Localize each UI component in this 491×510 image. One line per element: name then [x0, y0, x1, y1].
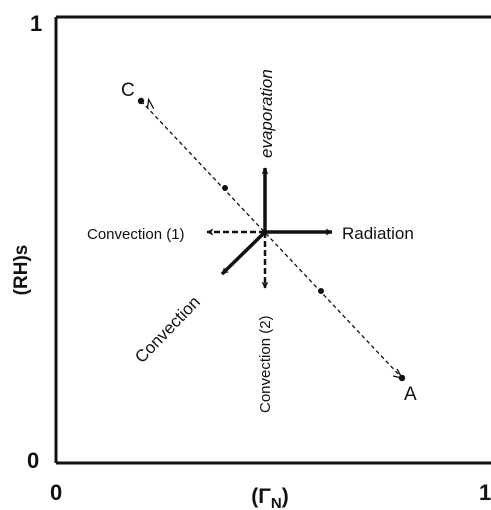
label-radiation: Radiation: [342, 224, 414, 243]
mid-dot-1: [222, 185, 228, 191]
point-c-dot: [137, 97, 145, 105]
point-a-label: A: [404, 384, 417, 405]
process-arrows: [206, 167, 333, 289]
x-axis-label-subscript: N: [271, 495, 282, 510]
label-convection-diagonal: Convection: [131, 292, 204, 366]
x-axis-label-close: ): [282, 485, 289, 508]
point-a-dot: [398, 374, 406, 382]
x-tick-0: 0: [50, 480, 62, 505]
label-evaporation: evaporation: [257, 69, 276, 158]
mid-dot-2: [318, 288, 324, 294]
label-convection-1: Convection (1): [87, 226, 185, 243]
trajectory-head-c: [146, 97, 155, 109]
x-axis-label: (ΓN): [251, 485, 288, 510]
point-c-label: C: [121, 80, 135, 101]
trajectory-line: [140, 100, 403, 379]
x-axis-label-gamma: (Γ: [251, 485, 271, 508]
arrow-convection-diagonal: [220, 230, 267, 276]
label-convection-2: Convection (2): [257, 315, 274, 413]
y-tick-1: 1: [30, 11, 42, 36]
x-tick-1: 1: [479, 480, 491, 505]
y-tick-0: 0: [27, 448, 39, 473]
y-axis-label: (RH)s: [11, 245, 32, 296]
plot-frame: [54, 15, 491, 465]
